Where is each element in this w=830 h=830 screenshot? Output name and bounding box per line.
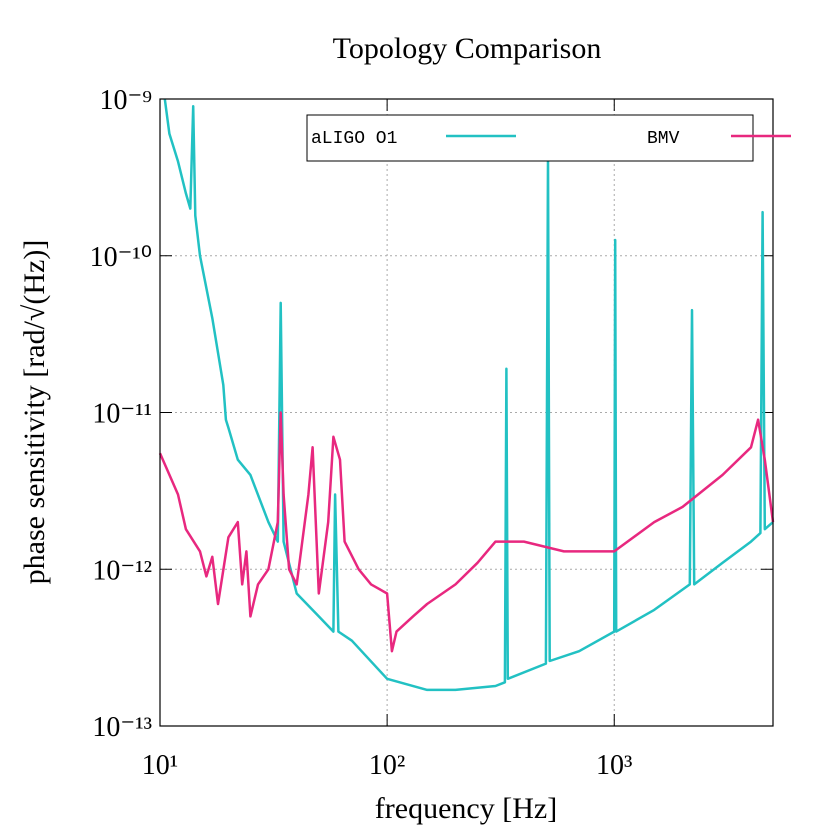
legend-label: aLIGO O1 — [311, 129, 397, 149]
grid — [159, 98, 773, 727]
y-tick-label: 10⁻¹¹ — [92, 399, 152, 430]
y-tick-label: 10⁻⁹ — [99, 85, 152, 116]
legend-label: BMV — [647, 129, 680, 149]
legend-box — [306, 114, 754, 162]
x-axis-label: frequency [Hz] — [375, 792, 557, 825]
chart-title: Topology Comparison — [333, 32, 602, 65]
y-axis-label: phase sensitivity [rad/√(Hz)] — [18, 240, 51, 585]
plot-frame — [159, 98, 774, 727]
x-tick-label: 10² — [369, 750, 405, 781]
y-tick-label: 10⁻¹² — [92, 555, 152, 586]
x-tick-label: 10¹ — [142, 750, 178, 781]
y-tick-label: 10⁻¹⁰ — [90, 242, 152, 273]
y-tick-label: 10⁻¹³ — [92, 712, 152, 743]
data-line — [158, 411, 775, 653]
x-tick-label: 10³ — [596, 750, 632, 781]
data-line — [163, 98, 774, 692]
